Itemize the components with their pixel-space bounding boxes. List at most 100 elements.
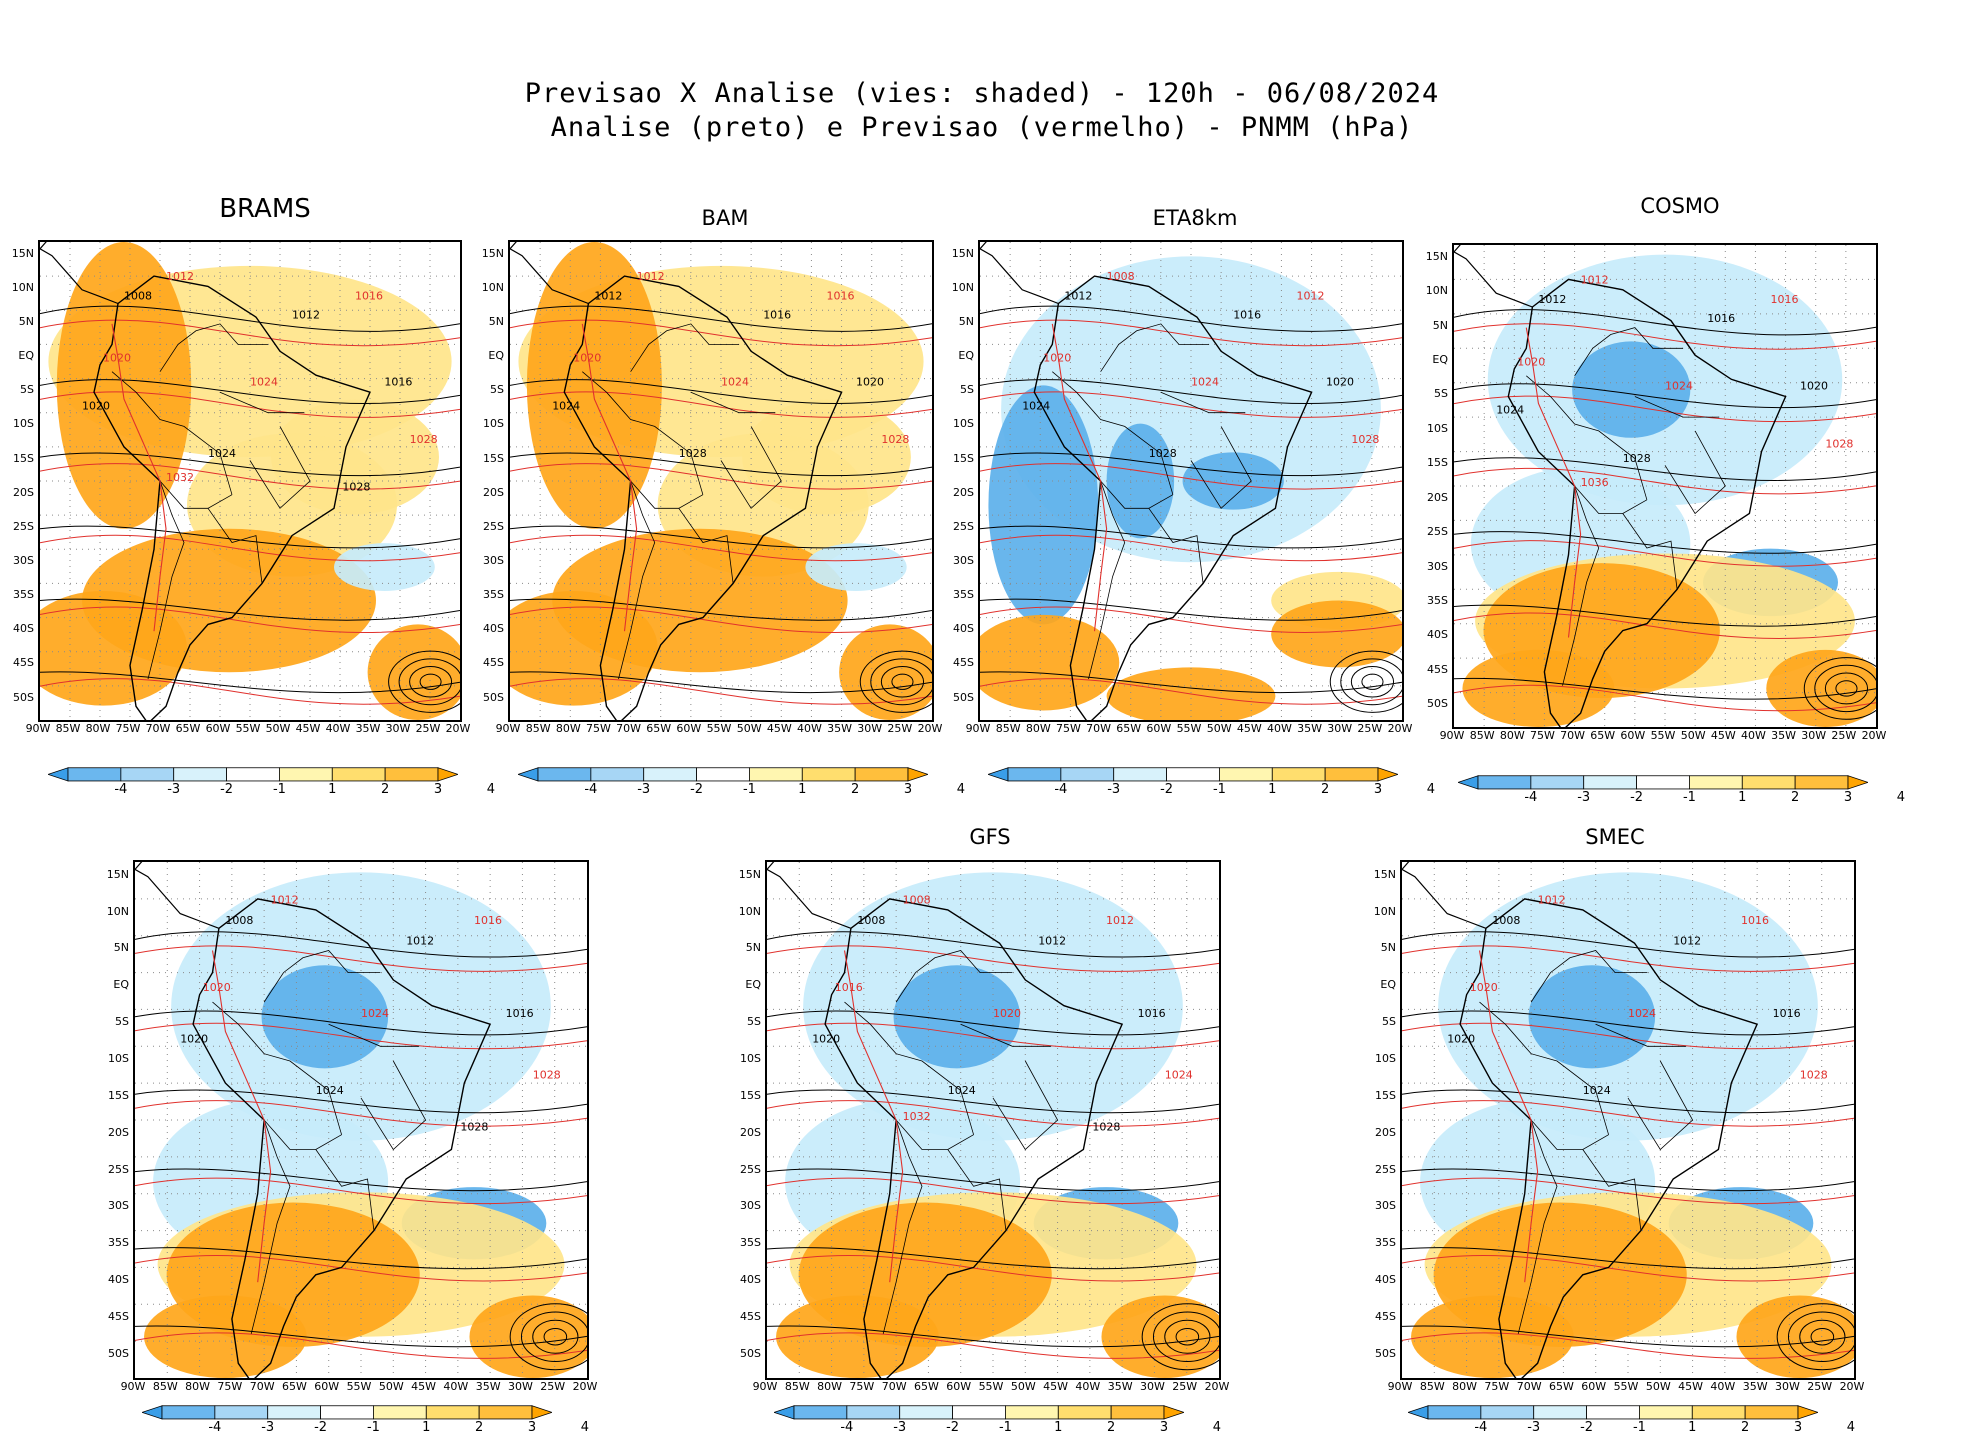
analysis-isobar [135, 1010, 587, 1036]
forecast-isobar-label: 1012 [1538, 893, 1566, 906]
country-border [720, 426, 782, 509]
colorbar-segment [1427, 1405, 1482, 1420]
lon-label: 25W [1172, 1380, 1198, 1393]
colorbar-tick-label: -2 [690, 782, 704, 797]
colorbar-segment [1219, 767, 1273, 782]
forecast-isobar [767, 1100, 1219, 1127]
high-pressure-ring [419, 673, 442, 690]
colorbar-segment [801, 767, 856, 782]
andes-forecast-isobar [581, 323, 638, 632]
high-pressure-ring [1350, 665, 1395, 698]
lat-label: 25S [1375, 1162, 1396, 1176]
colorbar-segment [120, 767, 175, 782]
country-border [1100, 480, 1174, 509]
colorbar-tick-label: 1 [422, 1420, 431, 1435]
lat-label: 25S [13, 519, 34, 533]
analysis-isobar-label: 1020 [180, 1033, 208, 1046]
bias-shade-pos_strong-1 [776, 1295, 939, 1378]
forecast-isobar-label: 1024 [250, 375, 278, 388]
lat-label: 45S [740, 1310, 761, 1324]
lat-label: 10N [106, 904, 129, 918]
lon-label: 35W [1107, 1380, 1133, 1393]
country-border [1052, 371, 1077, 393]
lat-label: 15N [106, 867, 129, 881]
colorbar-segment [899, 1405, 953, 1420]
forecast-isobar-label: 1028 [1351, 433, 1379, 446]
colorbar-arrow-left [1456, 775, 1479, 790]
forecast-isobar [1454, 467, 1876, 495]
forecast-isobar-label: 1020 [1470, 981, 1498, 994]
colorbar-panel5 [140, 1404, 554, 1426]
country-border [895, 1119, 974, 1150]
analysis-isobar [1454, 604, 1876, 627]
lat-label: 20S [1375, 1125, 1396, 1139]
colorbar-tick-label: 2 [1741, 1420, 1750, 1435]
andes-forecast-isobar [843, 950, 904, 1283]
analysis-isobar [1454, 457, 1876, 481]
forecast-isobar [1402, 1177, 1854, 1205]
country-border [111, 371, 137, 393]
colorbar-tick-label: 1 [1054, 1420, 1063, 1435]
bias-shade-pos_strong-2 [1101, 1295, 1219, 1378]
lon-label: 30W [1774, 1380, 1800, 1393]
colorbar-tick-label: -3 [893, 1420, 907, 1435]
bias-shade-pos_strong-1 [144, 1295, 307, 1378]
colorbar-tick-label: -3 [167, 782, 181, 797]
forecast-isobar [980, 319, 1402, 347]
analysis-isobar-label: 1024 [1583, 1084, 1611, 1097]
analysis-isobar [767, 1247, 1219, 1270]
colorbar-segment [1480, 1405, 1535, 1420]
colorbar-smec [1406, 1404, 1820, 1426]
forecast-isobar-label: 1008 [1107, 270, 1135, 283]
panel-title-smec: SMEC [1585, 825, 1645, 849]
map-panel-gfs: 1008 1012 1016 1020 1024 1028 1008 1012 1016 1020… [765, 860, 1221, 1380]
lon-label: 45W [295, 722, 321, 735]
lat-label: 15S [740, 1088, 761, 1102]
lat-label: 30S [108, 1199, 129, 1213]
coastline-central-america [1454, 251, 1533, 308]
lat-label: 15N [481, 246, 504, 260]
bias-shade-neg_strong-1 [1106, 423, 1175, 539]
country-border [250, 1119, 291, 1334]
panel-title-cosmo: COSMO [1640, 194, 1720, 218]
analysis-isobar-label: 1024 [552, 399, 580, 412]
country-border [992, 1060, 1059, 1151]
lon-label: 30W [1327, 722, 1353, 735]
lon-label: 45W [766, 722, 792, 735]
lat-label: 5S [115, 1015, 129, 1029]
analysis-isobar-label: 1024 [1022, 399, 1050, 412]
high-pressure-ring [859, 650, 932, 713]
colorbar-tick-label: -4 [1054, 782, 1068, 797]
colorbar-segment [384, 767, 439, 782]
lat-label: 10S [483, 417, 504, 431]
high-pressure-ring [509, 1303, 587, 1371]
colorbar-segment [643, 767, 697, 782]
lon-label: 35W [1771, 729, 1796, 742]
lon-label: 70W [145, 722, 171, 735]
lon-label: 35W [1742, 1380, 1768, 1393]
lon-label: 35W [1297, 722, 1322, 735]
country-border [869, 1023, 974, 1135]
coastline-yucatan [40, 242, 47, 250]
high-pressure-ring [1787, 1311, 1854, 1362]
analysis-isobar-label: 1016 [1707, 312, 1735, 325]
lat-label: 10S [13, 417, 34, 431]
colorbar-segment [1530, 775, 1585, 790]
colorbar-arrow-right [531, 1405, 554, 1420]
colorbar-eta8km [986, 766, 1400, 788]
colorbar-tick-label: -4 [840, 1420, 854, 1435]
lon-label: 45W [1043, 1380, 1068, 1393]
analysis-isobar [1402, 1325, 1854, 1348]
colorbar-tick-label: 4 [956, 782, 965, 797]
lon-label: 90W [25, 722, 51, 735]
colorbar-segment [1060, 767, 1115, 782]
lat-label: 30S [953, 553, 974, 567]
country-border [1595, 1023, 1687, 1047]
forecast-isobar [767, 1177, 1219, 1205]
colorbar-tick-label: 4 [486, 782, 495, 797]
lat-label: 35S [13, 588, 34, 602]
analysis-isobar-label: 1012 [594, 289, 622, 302]
lat-label: 10N [738, 904, 761, 918]
colorbar-segment [331, 767, 386, 782]
country-border [159, 323, 268, 372]
